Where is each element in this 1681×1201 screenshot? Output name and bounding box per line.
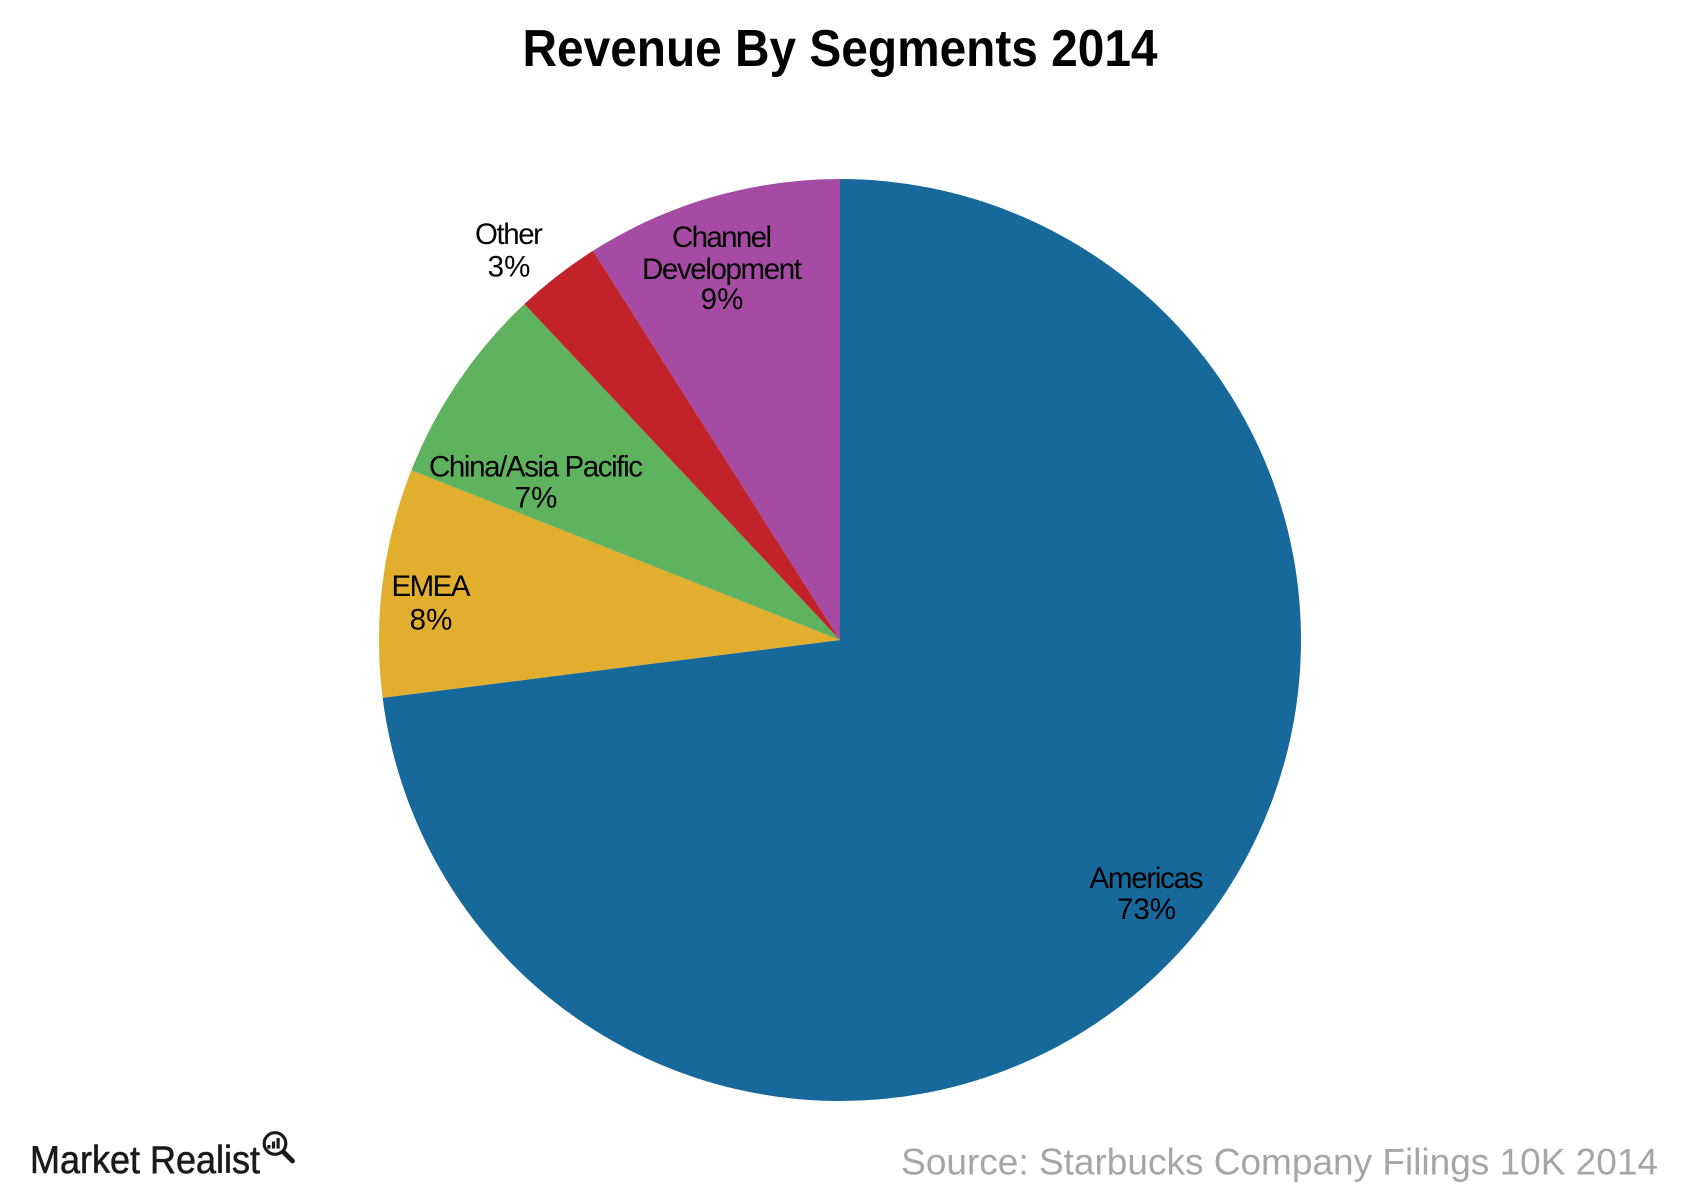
svg-text:Development: Development [642, 253, 802, 286]
svg-text:China/Asia Pacific: China/Asia Pacific [429, 451, 643, 484]
svg-text:9%: 9% [701, 283, 744, 316]
svg-text:Americas: Americas [1090, 862, 1204, 895]
svg-text:Source: Starbucks Company Fili: Source: Starbucks Company Filings 10K 20… [901, 1142, 1658, 1183]
svg-text:Channel: Channel [672, 221, 772, 254]
svg-text:73%: 73% [1117, 893, 1176, 926]
svg-text:Market Realist: Market Realist [30, 1139, 260, 1182]
svg-text:3%: 3% [488, 251, 531, 284]
svg-text:7%: 7% [515, 482, 558, 515]
svg-text:Revenue By Segments 2014: Revenue By Segments 2014 [523, 19, 1158, 77]
svg-text:EMEA: EMEA [392, 570, 471, 603]
svg-text:Other: Other [475, 218, 543, 251]
svg-text:8%: 8% [410, 604, 453, 637]
